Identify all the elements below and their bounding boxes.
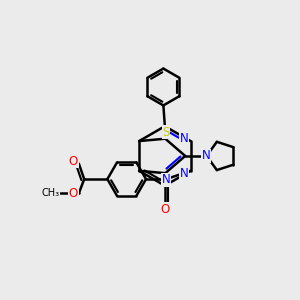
- Text: N: N: [202, 149, 210, 162]
- Text: O: O: [69, 155, 78, 168]
- Text: N: N: [180, 167, 188, 180]
- Text: CH₃: CH₃: [42, 188, 60, 198]
- Text: S: S: [162, 126, 169, 139]
- Text: N: N: [161, 173, 170, 186]
- Text: O: O: [161, 203, 170, 216]
- Text: N: N: [180, 132, 188, 145]
- Text: O: O: [69, 188, 78, 200]
